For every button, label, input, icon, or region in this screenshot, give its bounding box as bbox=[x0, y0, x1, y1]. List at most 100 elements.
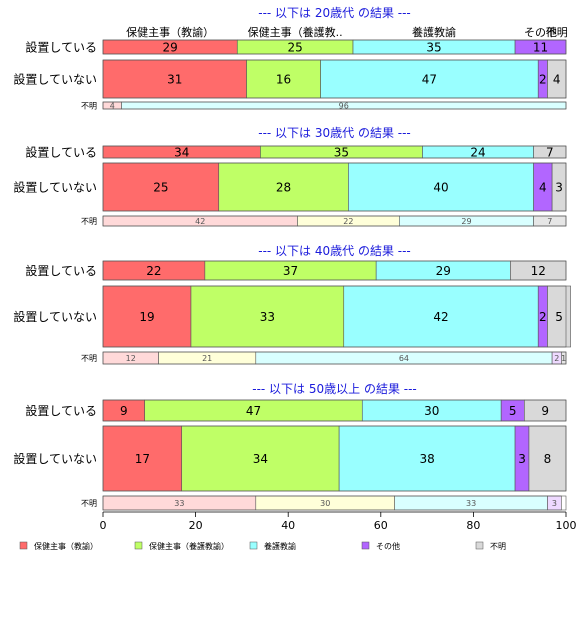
bar-row: 不明 42 22 29 7 bbox=[81, 215, 567, 227]
data-label: 3 bbox=[518, 452, 526, 466]
data-label: 33 bbox=[260, 310, 275, 324]
data-label: 4 bbox=[553, 73, 561, 87]
column-header: 保健主事（養護教.. bbox=[248, 25, 343, 39]
data-label: 16 bbox=[276, 73, 291, 87]
legend-item: 保健主事（養護教諭） bbox=[134, 541, 229, 551]
bar-frame bbox=[102, 162, 567, 212]
group-title: --- 以下は 40歳代 の結果 --- bbox=[258, 244, 411, 258]
data-label: 12 bbox=[126, 354, 136, 363]
row-label: 不明 bbox=[81, 354, 97, 363]
data-label: 47 bbox=[422, 73, 437, 87]
legend: 保健主事（教諭） 保健主事（養護教諭） 養護教諭 その他 不明 bbox=[19, 541, 506, 551]
data-label: 7 bbox=[547, 217, 552, 226]
bar-row: 設置していない 25 28 40 4 3 bbox=[13, 162, 567, 212]
legend-item: 不明 bbox=[475, 541, 506, 551]
row-label: 不明 bbox=[81, 102, 97, 111]
legend-item: 保健主事（教諭） bbox=[19, 541, 98, 551]
group-title: --- 以下は 20歳代 の結果 --- bbox=[258, 6, 411, 20]
data-label: 24 bbox=[470, 146, 485, 160]
bar-frame bbox=[102, 145, 567, 159]
data-label: 47 bbox=[246, 404, 261, 418]
data-label: 4 bbox=[110, 102, 115, 111]
data-label: 30 bbox=[320, 499, 330, 508]
data-label: 9 bbox=[120, 404, 128, 418]
bar-row: 設置している 9 47 30 5 9 bbox=[25, 399, 567, 422]
bar-segment bbox=[218, 162, 349, 212]
bar-row: 設置している 22 37 29 12 bbox=[25, 260, 567, 281]
bar-frame bbox=[102, 425, 567, 492]
data-label: 8 bbox=[544, 452, 552, 466]
bar-segment bbox=[348, 162, 534, 212]
legend-swatch bbox=[19, 541, 28, 550]
data-label: 96 bbox=[339, 102, 349, 111]
data-label: 17 bbox=[135, 452, 150, 466]
data-label: 28 bbox=[276, 181, 291, 195]
bar-row: 設置している 29 25 35 11 bbox=[25, 39, 567, 55]
column-header: 保健主事（教諭） bbox=[126, 25, 214, 39]
data-label: 4 bbox=[539, 181, 547, 195]
group-title: --- 以下は 30歳代 の結果 --- bbox=[258, 126, 411, 140]
data-label: 7 bbox=[546, 146, 554, 160]
chart-group: --- 以下は 20歳代 の結果 --- 設置している 29 25 35 11 設置していな… bbox=[13, 6, 567, 111]
bar-frame bbox=[102, 495, 567, 511]
row-label: 不明 bbox=[81, 499, 97, 508]
data-label: 35 bbox=[426, 41, 441, 55]
data-label: 2 bbox=[554, 354, 559, 363]
legend-label: その他 bbox=[376, 541, 400, 551]
bar-frame bbox=[102, 59, 567, 99]
tick-label: 100 bbox=[556, 519, 577, 532]
row-label: 設置していない bbox=[13, 180, 97, 195]
data-label: 5 bbox=[555, 310, 563, 324]
data-label: 29 bbox=[436, 264, 451, 278]
legend-swatch bbox=[361, 541, 370, 550]
bar-frame bbox=[102, 285, 567, 348]
data-label: 42 bbox=[195, 217, 205, 226]
data-label: 37 bbox=[283, 264, 298, 278]
bar-frame bbox=[102, 39, 567, 55]
bar-segment bbox=[102, 285, 192, 348]
legend-swatch bbox=[134, 541, 143, 550]
bar-row: 設置していない 31 16 47 2 4 bbox=[13, 59, 567, 99]
legend-swatch bbox=[475, 541, 484, 550]
data-label: 34 bbox=[174, 146, 189, 160]
data-label: 21 bbox=[202, 354, 212, 363]
data-label: 3 bbox=[555, 181, 563, 195]
row-label: 不明 bbox=[81, 217, 97, 226]
data-label: 38 bbox=[419, 452, 434, 466]
data-label: 33 bbox=[174, 499, 184, 508]
chart-groups: --- 以下は 20歳代 の結果 ---設置している 29 25 35 11設置していな… bbox=[13, 6, 571, 511]
data-label: 31 bbox=[167, 73, 182, 87]
legend-item: 養護教諭 bbox=[249, 541, 296, 551]
row-label: 設置していない bbox=[13, 309, 97, 324]
row-label: 設置していない bbox=[13, 451, 97, 466]
row-label: 設置している bbox=[25, 403, 97, 418]
legend-label: 保健主事（教諭） bbox=[34, 541, 98, 551]
bar-row: 設置していない 19 33 42 2 5 bbox=[13, 285, 571, 348]
bar-frame bbox=[102, 399, 567, 422]
row-label: 設置している bbox=[25, 263, 97, 278]
bar-row: 不明 33 30 33 3 bbox=[81, 495, 567, 511]
bar-row: 不明 4 96 bbox=[81, 101, 567, 111]
data-label: 1 bbox=[561, 354, 566, 363]
bar-frame bbox=[102, 101, 567, 110]
data-label: 33 bbox=[466, 499, 476, 508]
data-label: 29 bbox=[461, 217, 471, 226]
tick-label: 20 bbox=[189, 519, 203, 532]
data-label: 22 bbox=[343, 217, 353, 226]
chart-group: --- 以下は 50歳以上 の結果 --- 設置している 9 47 30 5 9 設置していな… bbox=[13, 382, 567, 511]
data-label: 25 bbox=[153, 181, 168, 195]
bar-segment bbox=[102, 59, 247, 99]
bar-segment bbox=[320, 59, 539, 99]
group-title: --- 以下は 50歳以上 の結果 --- bbox=[252, 382, 417, 396]
data-label: 11 bbox=[533, 41, 548, 55]
chart-group: --- 以下は 40歳代 の結果 --- 設置している 2 2 37 29 12 設置していな… bbox=[13, 244, 571, 365]
row-label: 設置していない bbox=[13, 72, 97, 87]
data-label: 2 bbox=[539, 310, 547, 324]
bar-segment bbox=[343, 285, 539, 348]
legend-item: その他 bbox=[361, 541, 400, 551]
row-label: 設置している bbox=[25, 145, 97, 160]
data-label: 19 bbox=[139, 310, 154, 324]
data-label: 5 bbox=[509, 404, 517, 418]
data-label: 2 bbox=[539, 73, 547, 87]
